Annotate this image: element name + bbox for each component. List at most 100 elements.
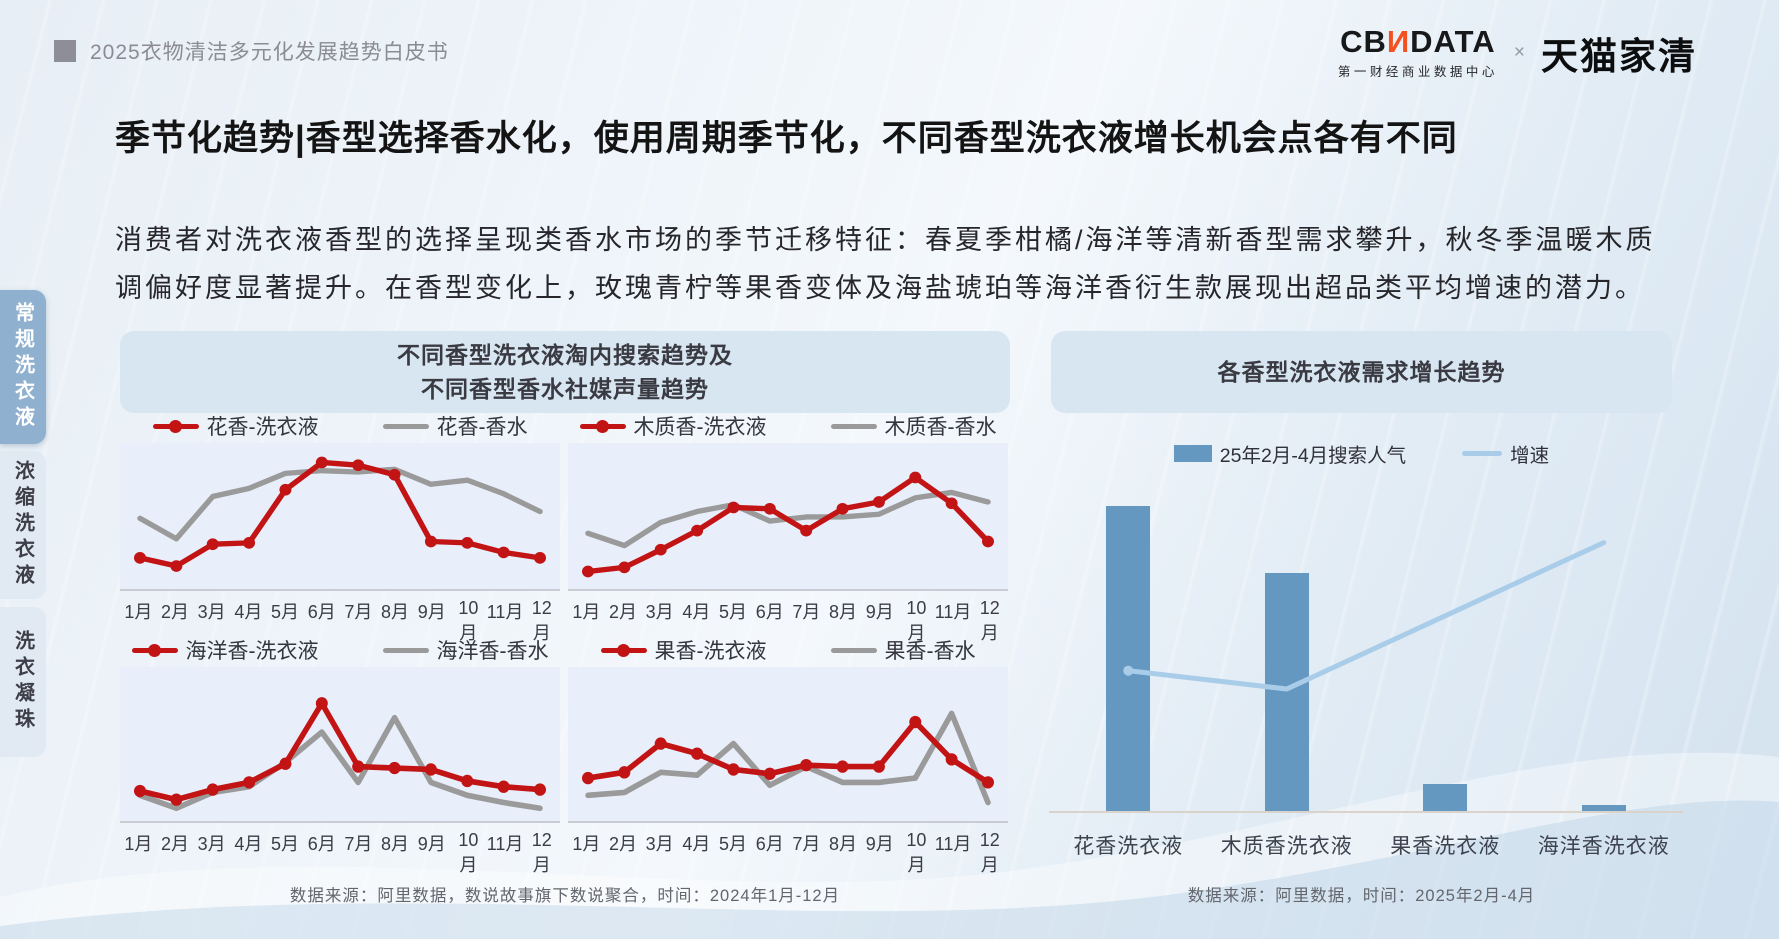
woody-trend-chart: 木质香-洗衣液 木质香-香水 1月 2月 3月 4月 5月 6月 7月 8月 9月 10月 11月 1… [568,412,1008,645]
x-axis-label: 12月 [979,598,1000,643]
sidebar-tab-laundry-pods[interactable]: 洗衣凝珠 [0,607,46,757]
legend-item-detergent: 花香-洗衣液 [152,411,319,441]
x-axis-label: 10月 [458,830,479,875]
legend-label: 25年2月-4月搜索人气 [1219,444,1407,467]
bar-category-label: 花香洗衣液 [1073,835,1184,858]
cbndata-n-glyph: И [1386,24,1411,59]
legend-label: 花香-香水 [436,416,528,439]
left-panel-title-line1: 不同香型洗衣液淘内搜索趋势及 [397,342,733,368]
legend-label: 果香-洗衣液 [654,640,767,663]
x-axis-label: 4月 [682,834,711,854]
x-axis-label: 11月 [486,834,524,854]
line-chart-svg [582,471,994,578]
x-axis-label: 9月 [865,602,894,622]
gray-line-marker [382,647,429,653]
x-axis-label: 2月 [609,602,638,622]
bar-果香洗衣液 [1423,783,1468,811]
sidebar-tab-label: 常规洗衣液 [11,302,34,432]
legend-item-detergent: 海洋香-洗衣液 [131,635,319,665]
legend-label: 木质香-洗衣液 [633,416,767,439]
gray-line-marker [382,423,429,429]
red-line-dot-marker [600,643,647,657]
right-chart-source: 数据来源：阿里数据，时间：2025年2月-4月 [1187,887,1536,905]
bar-木质香洗衣液 [1264,573,1309,811]
left-chart-source: 数据来源：阿里数据，数说故事旗下数说聚合，时间：2024年1月-12月 [289,887,841,905]
x-axis-label: 2月 [161,834,190,854]
legend-item-perfume: 海洋香-香水 [382,635,549,665]
legend-label: 海洋香-洗衣液 [185,640,319,663]
legend-item-perfume: 花香-香水 [382,411,528,441]
x-axis-label: 1月 [572,602,601,622]
sidebar-tab-regular-detergent[interactable]: 常规洗衣液 [0,290,46,444]
x-axis-label: 5月 [271,602,300,622]
cbndata-logo: CBИDATA 第一财经商业数据中心 [1338,26,1498,80]
x-axis-label: 8月 [829,602,858,622]
right-panel-title-text: 各香型洗衣液需求增长趋势 [1217,359,1506,385]
sidebar-tab-label: 浓缩洗衣液 [11,460,34,590]
line-chart-svg [582,710,994,806]
legend-label: 果香-香水 [884,640,976,663]
right-panel-title: 各香型洗衣液需求增长趋势 [1051,331,1672,413]
marine-trend-chart: 海洋香-洗衣液 海洋香-香水 1月 2月 3月 4月 5月 6月 7月 8月 9月 10月 11月 1… [120,636,560,877]
x-axis-label: 2月 [161,602,190,622]
bar-花香洗衣液 [1106,506,1151,811]
bar-category-label: 果香洗衣液 [1390,835,1501,858]
lightblue-line-marker [1462,450,1503,456]
red-line-dot-marker [579,419,626,433]
tmall-homecare-logo: 天猫家清 [1541,36,1697,77]
legend-item-detergent: 果香-洗衣液 [600,635,767,665]
gray-line-marker [830,423,877,429]
woody-chart-x-axis: 1月 2月 3月 4月 5月 6月 7月 8月 9月 10月 11月 12月 [568,598,1008,645]
x-axis-label: 8月 [381,834,410,854]
legend-item-perfume: 果香-香水 [830,635,976,665]
floral-chart-legend: 花香-洗衣液 花香-香水 [120,412,560,440]
cbndata-wordmark: CBИDATA [1340,26,1496,57]
page-title: 季节化趋势|香型选择香水化，使用周期季节化，不同香型洗衣液增长机会点各有不同 [115,119,1458,158]
x-axis-label: 6月 [755,602,784,622]
x-axis-label: 8月 [829,834,858,854]
gray-line-marker [830,647,877,653]
woody-chart-legend: 木质香-洗衣液 木质香-香水 [568,412,1008,440]
x-axis-label: 5月 [271,834,300,854]
title-marker-square [54,40,76,62]
brand-logos: CBИDATA 第一财经商业数据中心 × 天猫家清 [1338,26,1697,80]
x-axis-label: 1月 [124,602,153,622]
x-axis-label: 7月 [344,602,373,622]
legend-item-search-popularity: 25年2月-4月搜索人气 [1173,439,1407,468]
x-axis-label: 12月 [979,830,1000,875]
x-axis-label: 1月 [572,834,601,854]
x-axis-label: 10月 [458,598,479,643]
x-axis-label: 6月 [307,834,336,854]
fruity-chart-x-axis: 1月 2月 3月 4月 5月 6月 7月 8月 9月 10月 11月 12月 [568,830,1008,877]
x-axis-label: 7月 [792,834,821,854]
bar-category-label: 木质香洗衣液 [1220,835,1353,858]
sidebar-tab-concentrated-detergent[interactable]: 浓缩洗衣液 [0,451,46,599]
legend-label: 海洋香-香水 [436,640,549,663]
x-axis-label: 4月 [682,602,711,622]
x-axis-label: 11月 [934,834,972,854]
x-axis-label: 7月 [344,834,373,854]
x-axis-label: 5月 [719,834,748,854]
x-axis-label: 10月 [906,830,927,875]
bar-chart-legend: 25年2月-4月搜索人气 增速 [1051,438,1672,468]
growth-line-svg [1123,540,1607,692]
x-axis-label: 12月 [531,830,552,875]
marine-chart-legend: 海洋香-洗衣液 海洋香-香水 [120,636,560,664]
x-axis-label: 4月 [234,834,263,854]
cbndata-subtitle: 第一财经商业数据中心 [1337,65,1498,79]
legend-item-growth: 增速 [1462,439,1549,468]
fruity-chart-plot [568,667,1008,823]
x-axis-label: 9月 [865,834,894,854]
legend-label: 增速 [1510,444,1550,467]
x-axis-label: 11月 [934,602,972,622]
floral-chart-x-axis: 1月 2月 3月 4月 5月 6月 7月 8月 9月 10月 11月 12月 [120,598,560,645]
x-axis-label: 8月 [381,602,410,622]
cbndata-prefix: CB [1340,24,1387,59]
bar-chart-category-labels: 花香洗衣液 木质香洗衣液 果香洗衣液 海洋香洗衣液 [1049,830,1683,860]
line-chart-svg [134,697,546,812]
x-axis-label: 3月 [197,834,226,854]
marine-chart-x-axis: 1月 2月 3月 4月 5月 6月 7月 8月 9月 10月 11月 12月 [120,830,560,877]
x-axis-label: 1月 [124,834,153,854]
left-panel-title: 不同香型洗衣液淘内搜索趋势及 不同香型香水社媒声量趋势 [120,331,1010,413]
x-axis-label: 12月 [531,598,552,643]
